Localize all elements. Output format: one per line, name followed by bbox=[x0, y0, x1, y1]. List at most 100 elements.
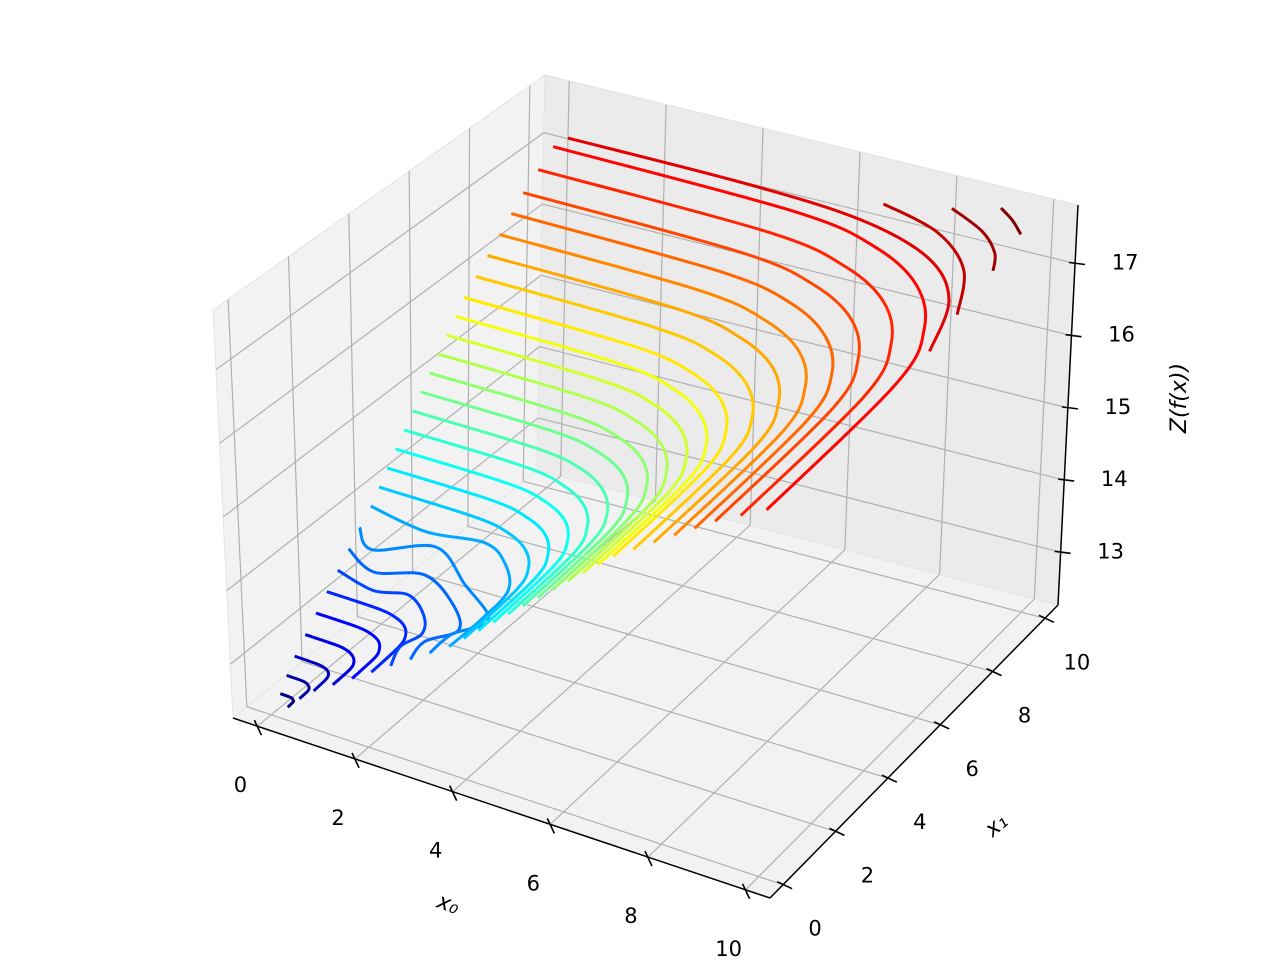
contour-line bbox=[446, 333, 689, 575]
contour-line bbox=[420, 390, 630, 599]
grid-line bbox=[647, 573, 941, 858]
contour-line bbox=[537, 168, 894, 517]
tick-mark bbox=[933, 721, 950, 730]
contour-line bbox=[454, 314, 709, 566]
grid-line bbox=[408, 171, 414, 572]
grid-line bbox=[215, 132, 545, 371]
tick-mark bbox=[1058, 478, 1075, 482]
y-tick-label: 8 bbox=[1018, 704, 1031, 728]
contour-line bbox=[304, 633, 356, 686]
grid-line bbox=[301, 661, 836, 832]
grid-line bbox=[523, 480, 1046, 619]
contour-line bbox=[279, 692, 296, 709]
tick-mark bbox=[1061, 406, 1078, 410]
contour-line bbox=[510, 212, 835, 530]
grid-line bbox=[560, 80, 570, 477]
tick-mark bbox=[253, 719, 263, 736]
x-axis-label: x₀ bbox=[433, 889, 463, 920]
contour-line bbox=[999, 206, 1023, 236]
y-tick-label: 0 bbox=[808, 917, 821, 941]
contour-line bbox=[498, 233, 808, 537]
grid-line bbox=[229, 417, 539, 665]
grid-line bbox=[467, 128, 471, 527]
y-tick-label: 2 bbox=[861, 863, 874, 887]
contour-line bbox=[403, 428, 590, 616]
z-tick-label: 16 bbox=[1108, 323, 1135, 347]
grid-line bbox=[1033, 199, 1055, 599]
x-axis-line bbox=[232, 717, 771, 899]
contour-line bbox=[522, 191, 861, 523]
grid-line bbox=[246, 706, 784, 886]
contour-line bbox=[463, 296, 729, 558]
contour-line bbox=[358, 526, 491, 655]
y-tick-label: 10 bbox=[1064, 650, 1091, 674]
grid-line bbox=[287, 256, 303, 662]
y-tick-label: 6 bbox=[965, 757, 978, 781]
tick-mark bbox=[1054, 550, 1071, 555]
grid-line bbox=[226, 346, 540, 592]
tick-mark bbox=[448, 785, 458, 801]
x-tick-label: 8 bbox=[624, 904, 637, 928]
contour-line bbox=[315, 611, 382, 680]
contour-line bbox=[336, 568, 427, 667]
y-axis-line bbox=[769, 604, 1059, 899]
contour-line bbox=[437, 352, 669, 583]
contour-line bbox=[294, 654, 331, 692]
z-axis-line bbox=[1057, 204, 1079, 606]
tick-mark bbox=[1065, 333, 1082, 338]
tick-mark bbox=[1068, 261, 1086, 266]
x-tick-label: 0 bbox=[234, 773, 247, 797]
contours bbox=[279, 136, 1023, 709]
grid-line bbox=[745, 598, 1035, 891]
z-axis-label: Z(f(x)) bbox=[1167, 363, 1192, 434]
z-tick-label: 13 bbox=[1097, 539, 1124, 563]
contour-line bbox=[951, 207, 997, 272]
grid-line bbox=[412, 570, 941, 726]
contour-line bbox=[370, 504, 512, 648]
contour-line bbox=[395, 447, 570, 624]
contour-line bbox=[378, 485, 531, 640]
tick-mark bbox=[1038, 614, 1055, 624]
y-axis-label: x₁ bbox=[980, 809, 1014, 843]
contour-line bbox=[286, 673, 311, 700]
contour-line bbox=[386, 466, 551, 632]
grid-line bbox=[222, 274, 542, 518]
grid-line bbox=[348, 213, 358, 617]
z-tick-label: 15 bbox=[1104, 395, 1131, 419]
contour-line bbox=[567, 136, 951, 352]
z-tick-label: 14 bbox=[1101, 467, 1128, 491]
grid-line bbox=[749, 128, 764, 526]
contour-line bbox=[882, 202, 966, 315]
tick-mark bbox=[546, 818, 556, 834]
grid-line bbox=[539, 346, 1065, 481]
tick-mark bbox=[881, 774, 898, 783]
contour-line bbox=[429, 371, 649, 591]
contour-line bbox=[475, 275, 755, 551]
contour-line bbox=[487, 254, 782, 544]
tick-mark bbox=[741, 883, 751, 900]
grid-line bbox=[467, 525, 993, 673]
x-tick-label: 2 bbox=[331, 806, 344, 830]
grid-line bbox=[522, 85, 531, 482]
y-tick-label: 4 bbox=[913, 810, 926, 834]
grid bbox=[215, 80, 1076, 891]
grid-line bbox=[540, 274, 1069, 409]
axes: 0 2 4 6 8 10 0 2 4 6 8 10 13 14 15 16 17 bbox=[232, 204, 1138, 961]
tick-mark bbox=[829, 827, 845, 837]
grid-line bbox=[227, 299, 248, 707]
contour-line bbox=[412, 409, 610, 608]
contour-line bbox=[347, 547, 462, 661]
grid-line bbox=[938, 175, 958, 575]
contour-line bbox=[552, 145, 928, 511]
x-tick-label: 4 bbox=[429, 839, 442, 863]
tick-mark bbox=[644, 850, 653, 867]
grid-line bbox=[354, 500, 656, 760]
tick-mark bbox=[776, 880, 793, 890]
grid-line bbox=[549, 549, 846, 825]
grid-line bbox=[452, 524, 751, 793]
grid-line bbox=[357, 615, 888, 779]
tick-mark bbox=[351, 752, 360, 769]
tick-mark bbox=[986, 667, 1002, 677]
